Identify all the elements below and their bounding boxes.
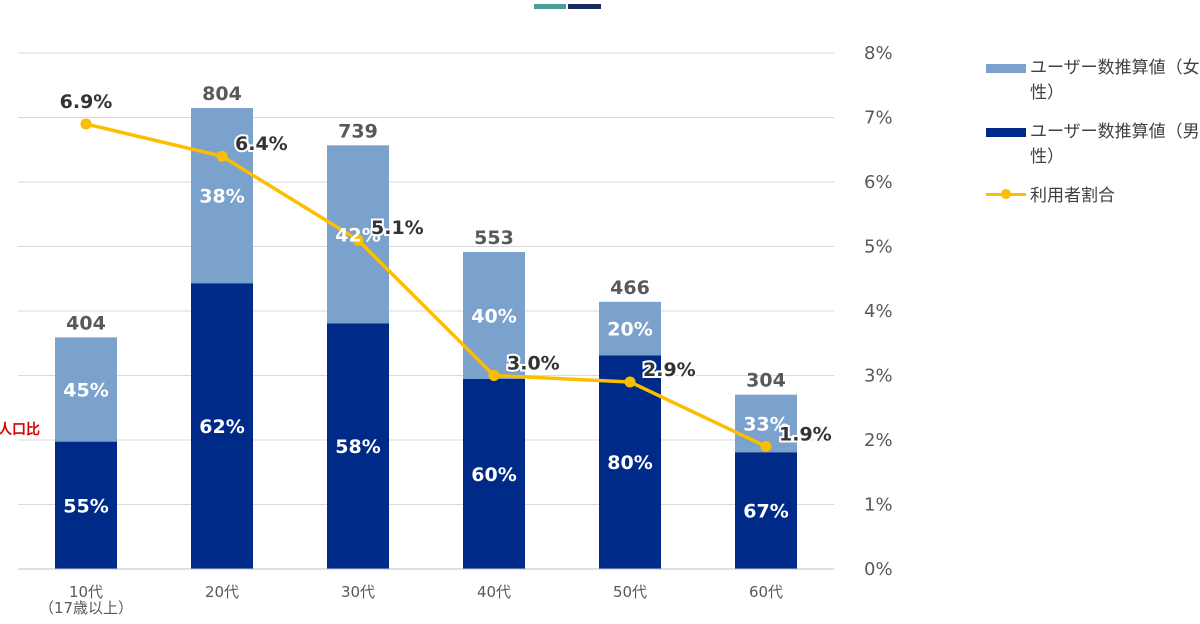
bar-total-label: 304 bbox=[746, 370, 786, 392]
y-right-tick-label: 6% bbox=[864, 172, 893, 193]
x-tick-label: 30代 bbox=[341, 583, 375, 601]
bar-male-3 bbox=[463, 378, 525, 569]
legend: ユーザー数推算値（女性） ユーザー数推算値（男性） 利用者割合 bbox=[986, 56, 1200, 223]
bar-female-0 bbox=[55, 337, 117, 442]
bars bbox=[55, 108, 797, 569]
legend-label-rate: 利用者割合 bbox=[1030, 186, 1115, 206]
bar-total-label: 553 bbox=[474, 227, 514, 249]
legend-item-male: ユーザー数推算値（男性） bbox=[986, 120, 1200, 170]
x-tick-sublabel: （17歳以上） bbox=[39, 599, 133, 617]
y-right-tick-label: 2% bbox=[864, 430, 893, 451]
header-accent-navy bbox=[568, 4, 601, 9]
y-right-tick-label: 8% bbox=[864, 43, 893, 64]
usage-rate-label: 3.0% bbox=[507, 353, 560, 375]
bar-male-1 bbox=[191, 283, 253, 569]
data-labels: 404 55% 45% 804 62% 38% 739 58% 42% 553 60% 40% 466 8… bbox=[58, 83, 834, 523]
legend-item-female: ユーザー数推算値（女性） bbox=[986, 56, 1200, 106]
bar-female-share-label: 40% bbox=[471, 305, 516, 327]
x-tick-label: 20代 bbox=[205, 583, 239, 601]
usage-rate-label: 2.9% bbox=[643, 359, 696, 381]
bar-male-share-label: 67% bbox=[743, 501, 788, 523]
legend-item-rate: 利用者割合 bbox=[986, 184, 1200, 209]
bar-male-0 bbox=[55, 441, 117, 569]
bar-male-5 bbox=[735, 452, 797, 569]
x-tick-label: 10代 bbox=[69, 583, 103, 601]
usage-rate-point bbox=[216, 150, 228, 162]
usage-rate-label: 5.1% bbox=[371, 217, 424, 239]
bar-total-label: 739 bbox=[338, 120, 378, 142]
x-tick-label: 50代 bbox=[613, 583, 647, 601]
legend-swatch-male bbox=[986, 128, 1026, 137]
bar-male-2 bbox=[327, 323, 389, 569]
legend-label-male: ユーザー数推算値（男性） bbox=[1030, 122, 1200, 167]
bar-total-label: 804 bbox=[202, 83, 242, 105]
gridlines bbox=[18, 52, 834, 570]
legend-label-female: ユーザー数推算値（女性） bbox=[1030, 58, 1200, 103]
bar-female-share-label: 20% bbox=[607, 319, 652, 341]
legend-swatch-female bbox=[986, 64, 1026, 73]
legend-swatch-rate bbox=[986, 184, 1026, 204]
bar-female-share-label: 38% bbox=[199, 186, 244, 208]
bar-male-share-label: 60% bbox=[471, 464, 516, 486]
bar-male-share-label: 55% bbox=[63, 495, 108, 517]
bar-female-4 bbox=[599, 301, 661, 356]
x-tick-label: 40代 bbox=[477, 583, 511, 601]
usage-rate-point bbox=[352, 234, 364, 246]
usage-rate-label: 6.4% bbox=[235, 133, 288, 155]
usage-rate-label: 1.9% bbox=[779, 423, 832, 445]
bar-total-label: 404 bbox=[66, 312, 106, 334]
usage-rate-point bbox=[80, 118, 92, 130]
y-right-tick-label: 1% bbox=[864, 495, 893, 516]
y-right-tick-label: 5% bbox=[864, 237, 893, 258]
bar-female-share-label: 42% bbox=[335, 224, 380, 246]
population-ratio-label: 人口比 bbox=[0, 421, 40, 438]
usage-rate-polyline bbox=[85, 122, 767, 449]
bar-female-2 bbox=[327, 145, 389, 324]
y-right-tick-label: 3% bbox=[864, 366, 893, 387]
bar-female-share-label: 45% bbox=[63, 379, 108, 401]
bar-male-share-label: 80% bbox=[607, 452, 652, 474]
usage-rate-line bbox=[80, 118, 772, 452]
usage-rate-point bbox=[624, 376, 636, 388]
y-right-tick-label: 0% bbox=[864, 559, 893, 580]
bar-female-1 bbox=[191, 108, 253, 284]
y-right-tick-label: 7% bbox=[864, 108, 893, 129]
x-tick-label: 60代 bbox=[749, 583, 783, 601]
bar-male-share-label: 62% bbox=[199, 416, 244, 438]
bar-male-share-label: 58% bbox=[335, 436, 380, 458]
bar-total-label: 466 bbox=[610, 277, 650, 299]
bar-female-3 bbox=[463, 251, 525, 379]
usage-rate-point bbox=[760, 440, 772, 452]
header-accent-teal bbox=[534, 4, 566, 9]
axes: 0% 1% 2% 3% 4% 5% 6% 7% 8% 10代（17歳以上） 20代 30代 40代 50代… bbox=[18, 43, 893, 617]
bar-female-share-label: 33% bbox=[743, 413, 788, 435]
y-right-tick-label: 4% bbox=[864, 301, 893, 322]
usage-rate-label: 6.9% bbox=[60, 91, 113, 113]
usage-rate-point bbox=[488, 370, 500, 381]
